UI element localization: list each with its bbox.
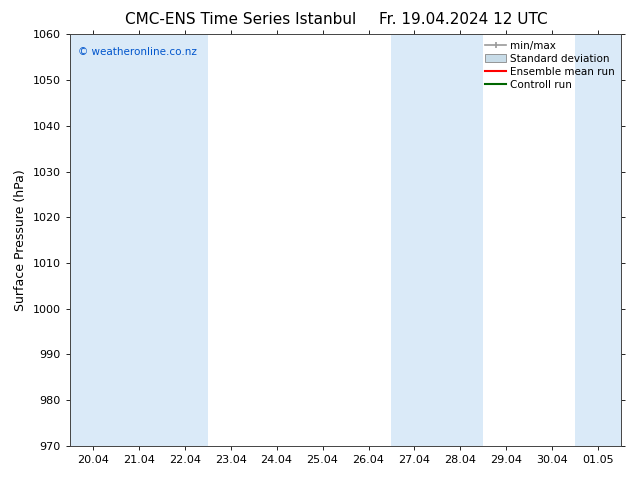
Text: © weatheronline.co.nz: © weatheronline.co.nz: [78, 47, 197, 57]
Bar: [70, 34, 115, 446]
Legend: min/max, Standard deviation, Ensemble mean run, Controll run: min/max, Standard deviation, Ensemble me…: [481, 36, 619, 94]
Bar: [162, 34, 207, 446]
Y-axis label: Surface Pressure (hPa): Surface Pressure (hPa): [14, 169, 27, 311]
Bar: [575, 34, 621, 446]
Bar: [437, 34, 483, 446]
Bar: [391, 34, 437, 446]
Text: Fr. 19.04.2024 12 UTC: Fr. 19.04.2024 12 UTC: [378, 12, 547, 27]
Bar: [115, 34, 162, 446]
Text: CMC-ENS Time Series Istanbul: CMC-ENS Time Series Istanbul: [126, 12, 356, 27]
